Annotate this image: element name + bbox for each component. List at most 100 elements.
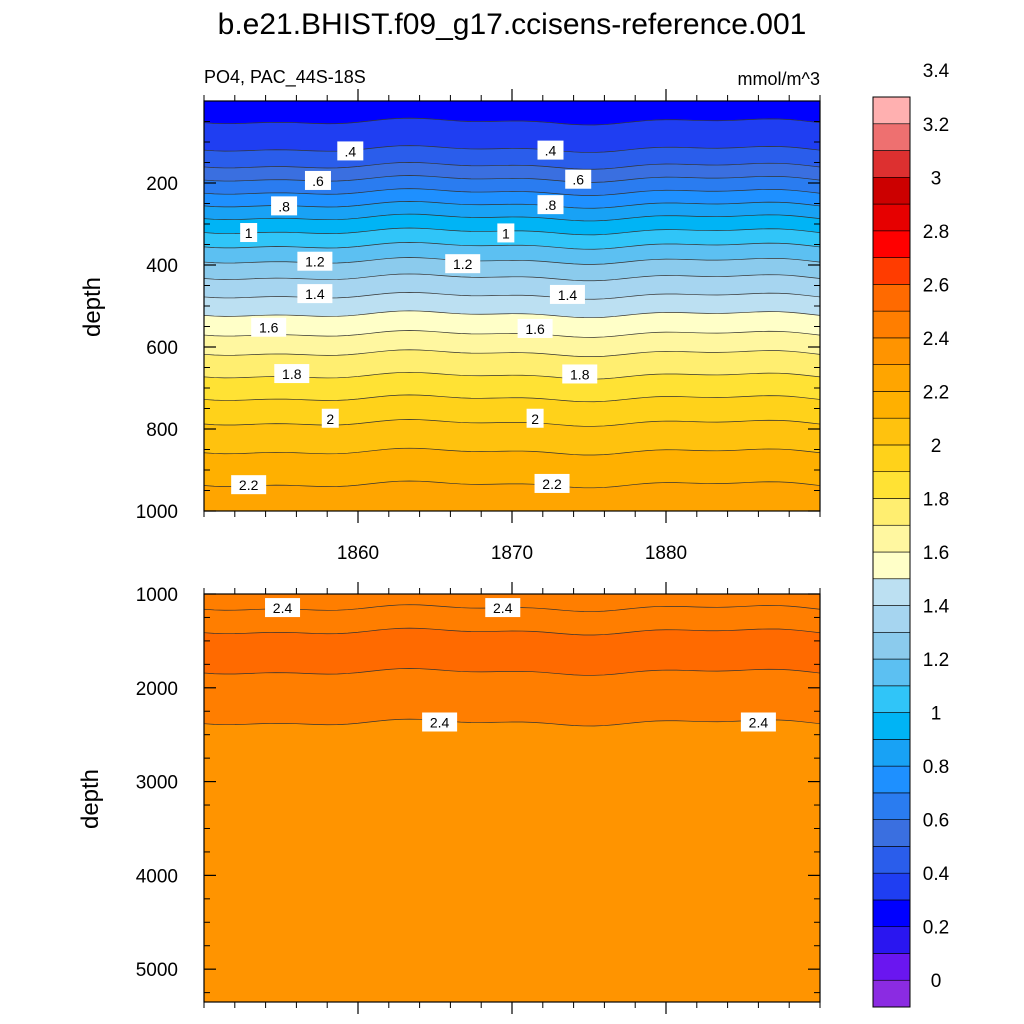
contour-label: .8 — [278, 198, 290, 214]
contour-label-box — [231, 475, 267, 495]
contour-label: .6 — [312, 173, 324, 189]
contour-fills — [204, 101, 820, 511]
colorbar-tick-label: 2.8 — [923, 222, 949, 243]
contour-label-box — [526, 408, 544, 428]
contour-label: 2 — [326, 411, 334, 427]
colorbar-swatch — [872, 712, 911, 740]
contour-label: 2.4 — [430, 714, 450, 730]
colorbar-swatch — [872, 230, 911, 258]
contour-fills — [204, 594, 820, 1002]
contour-label: 1 — [245, 225, 253, 241]
colorbar-swatch — [872, 979, 911, 1008]
contour-label-box — [497, 223, 515, 243]
colorbar-swatch — [872, 257, 911, 285]
x-tick-label: 1860 — [337, 543, 379, 564]
colorbar-tick-label: 3.2 — [923, 115, 949, 136]
contour-label: 1.6 — [259, 320, 279, 336]
colorbar-tick-label: 2.2 — [923, 382, 949, 403]
contour-line — [204, 117, 820, 126]
colorbar-swatch — [872, 792, 911, 820]
contour-label-box — [321, 408, 339, 428]
contour-label: 1.8 — [282, 366, 302, 382]
colorbar-tick-label: 0.2 — [923, 918, 949, 939]
contour-line — [204, 201, 820, 209]
colorbar-swatch — [872, 953, 911, 981]
contour-label: 2.4 — [493, 600, 513, 616]
colorbar-swatch — [872, 498, 911, 526]
contour-line — [204, 668, 820, 676]
contour-band — [204, 447, 820, 489]
contour-label-box — [534, 473, 570, 493]
colorbar: 0 0.2 0.4 0.6 0.8 1 1.2 1.4 1.6 1.8 2 2.2 2.4 2.6 2.8 3… — [872, 61, 950, 1008]
contour-line — [204, 242, 820, 250]
colorbar-swatch — [872, 846, 911, 874]
contour-line — [204, 145, 820, 153]
colorbar-swatch — [872, 605, 911, 633]
colorbar-tick-label: 1.6 — [923, 543, 949, 564]
colorbar-tick-label: 0.6 — [923, 811, 949, 832]
contour-label: 1.8 — [570, 366, 590, 382]
figure-title: b.e21.BHIST.f09_g17.ccisens-reference.00… — [218, 8, 807, 41]
contour-label: .6 — [572, 172, 584, 188]
contour-label: 2.2 — [239, 477, 259, 493]
colorbar-swatch — [872, 631, 911, 660]
contour-band — [204, 117, 820, 153]
lower-y-axis-label: depth — [77, 769, 104, 829]
y-tick-label: 1000 — [136, 585, 178, 606]
colorbar-tick-label: 1 — [931, 704, 942, 725]
contour-line — [204, 213, 820, 222]
contour-label-box — [565, 169, 592, 189]
colorbar-swatch — [872, 578, 911, 606]
contour-label: 1.6 — [525, 321, 545, 337]
colorbar-swatch — [872, 284, 911, 312]
contour-label: 1 — [502, 225, 510, 241]
contour-label-box — [485, 598, 521, 618]
contour-label-box — [549, 284, 585, 304]
colorbar-tick-label: 0.4 — [923, 864, 950, 885]
contour-label-box — [337, 141, 364, 161]
y-tick-label: 2000 — [136, 679, 178, 700]
colorbar-swatch — [872, 765, 911, 794]
colorbar-swatch — [872, 364, 911, 392]
contour-label-box — [297, 251, 333, 271]
y-tick-label: 4000 — [136, 866, 178, 887]
contour-label-box — [274, 364, 310, 384]
colorbar-swatch — [872, 926, 911, 954]
colorbar-tick-label: 0.8 — [923, 757, 949, 778]
contour-line — [204, 419, 820, 427]
contour-label: 1.2 — [453, 256, 473, 272]
contour-label: 2.4 — [273, 600, 293, 616]
contour-label-box — [517, 318, 553, 338]
contour-line — [204, 162, 820, 170]
colorbar-tick-label: 0 — [931, 971, 942, 992]
y-tick-label: 800 — [146, 420, 178, 441]
colorbar-swatch — [872, 96, 911, 125]
colorbar-swatch — [872, 203, 911, 232]
colorbar-swatch — [872, 471, 911, 499]
colorbar-swatch — [872, 524, 911, 553]
contour-label-box — [304, 170, 331, 190]
contour-band — [204, 627, 820, 676]
lower-depth-panel: 1000 2000 3000 4000 5000 2.4 2.4 2.4 2.4 — [136, 582, 821, 1014]
contour-band — [204, 718, 820, 1002]
y-tick-label: 400 — [146, 256, 178, 277]
colorbar-swatch — [872, 739, 911, 767]
contour-label: 2.2 — [542, 476, 562, 492]
colorbar-swatch — [872, 391, 911, 419]
colorbar-swatch — [872, 658, 911, 687]
contour-line — [204, 394, 820, 403]
colorbar-swatch — [872, 551, 911, 580]
contour-line — [204, 480, 820, 489]
contour-line — [204, 447, 820, 456]
upper-y-axis-label: depth — [79, 277, 106, 337]
colorbar-tick-label: 1.4 — [923, 597, 950, 618]
contour-label: 1.2 — [305, 254, 325, 270]
colorbar-swatch — [872, 819, 911, 847]
contour-line — [204, 330, 820, 338]
colorbar-tick-label: 2.6 — [923, 275, 949, 296]
colorbar-swatch — [872, 123, 911, 151]
contour-line — [204, 188, 820, 196]
contour-label: 1.4 — [558, 287, 578, 303]
colorbar-swatch — [872, 310, 911, 339]
y-tick-label: 3000 — [136, 773, 178, 794]
